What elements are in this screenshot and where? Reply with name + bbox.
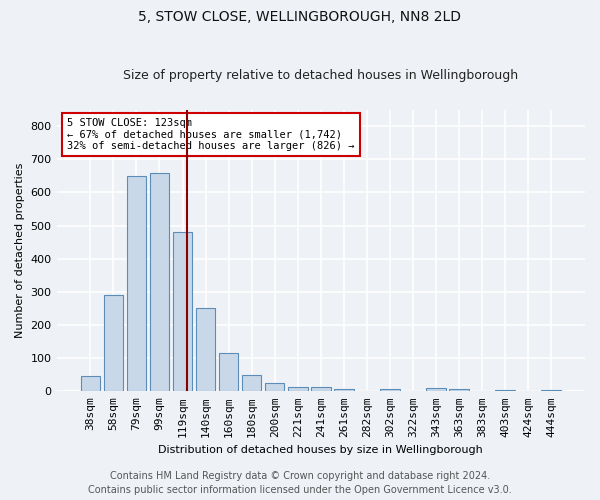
Title: Size of property relative to detached houses in Wellingborough: Size of property relative to detached ho… <box>123 69 518 82</box>
Bar <box>449 388 469 392</box>
Bar <box>104 295 123 392</box>
Bar <box>311 386 331 392</box>
Bar <box>541 390 561 392</box>
Bar <box>265 383 284 392</box>
Bar <box>288 386 308 392</box>
Text: 5 STOW CLOSE: 123sqm
← 67% of detached houses are smaller (1,742)
32% of semi-de: 5 STOW CLOSE: 123sqm ← 67% of detached h… <box>67 118 355 151</box>
Text: Contains HM Land Registry data © Crown copyright and database right 2024.
Contai: Contains HM Land Registry data © Crown c… <box>88 471 512 495</box>
Bar <box>173 232 193 392</box>
Text: 5, STOW CLOSE, WELLINGBOROUGH, NN8 2LD: 5, STOW CLOSE, WELLINGBOROUGH, NN8 2LD <box>139 10 461 24</box>
Bar <box>242 374 262 392</box>
Bar <box>380 389 400 392</box>
Bar <box>496 390 515 392</box>
Bar <box>196 308 215 392</box>
Bar <box>334 388 353 392</box>
Bar <box>127 176 146 392</box>
Y-axis label: Number of detached properties: Number of detached properties <box>15 162 25 338</box>
X-axis label: Distribution of detached houses by size in Wellingborough: Distribution of detached houses by size … <box>158 445 483 455</box>
Bar <box>80 376 100 392</box>
Bar <box>219 353 238 392</box>
Bar <box>149 172 169 392</box>
Bar <box>426 388 446 392</box>
